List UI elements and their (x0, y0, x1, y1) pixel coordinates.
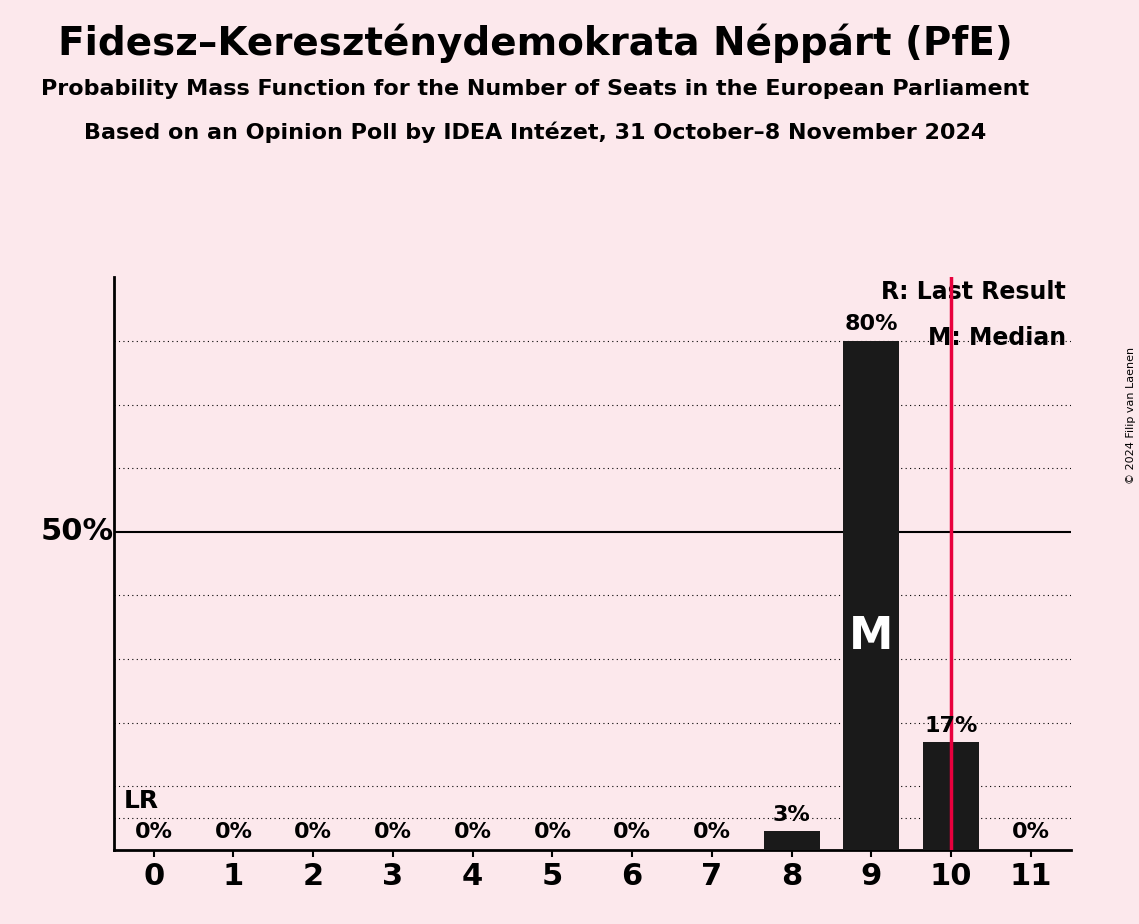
Text: 0%: 0% (1011, 822, 1050, 843)
Text: 0%: 0% (693, 822, 731, 843)
Text: 0%: 0% (134, 822, 173, 843)
Text: 17%: 17% (925, 715, 977, 736)
Text: 50%: 50% (41, 517, 114, 546)
Text: R: Last Result: R: Last Result (882, 280, 1066, 304)
Bar (763, 831, 819, 850)
Text: 0%: 0% (453, 822, 492, 843)
Bar (923, 742, 978, 850)
Text: Based on an Opinion Poll by IDEA Intézet, 31 October–8 November 2024: Based on an Opinion Poll by IDEA Intézet… (84, 122, 986, 143)
Bar (843, 341, 899, 850)
Text: 3%: 3% (772, 805, 811, 824)
Text: Probability Mass Function for the Number of Seats in the European Parliament: Probability Mass Function for the Number… (41, 79, 1030, 99)
Text: 80%: 80% (845, 314, 898, 334)
Text: 0%: 0% (214, 822, 253, 843)
Text: 0%: 0% (613, 822, 652, 843)
Text: M: Median: M: Median (928, 326, 1066, 350)
Text: LR: LR (123, 789, 158, 813)
Text: 0%: 0% (533, 822, 572, 843)
Text: © 2024 Filip van Laenen: © 2024 Filip van Laenen (1126, 347, 1136, 484)
Text: 0%: 0% (294, 822, 333, 843)
Text: Fidesz–Kereszténydemokrata Néppárt (PfE): Fidesz–Kereszténydemokrata Néppárt (PfE) (58, 23, 1013, 63)
Text: 0%: 0% (374, 822, 412, 843)
Text: M: M (850, 614, 893, 658)
